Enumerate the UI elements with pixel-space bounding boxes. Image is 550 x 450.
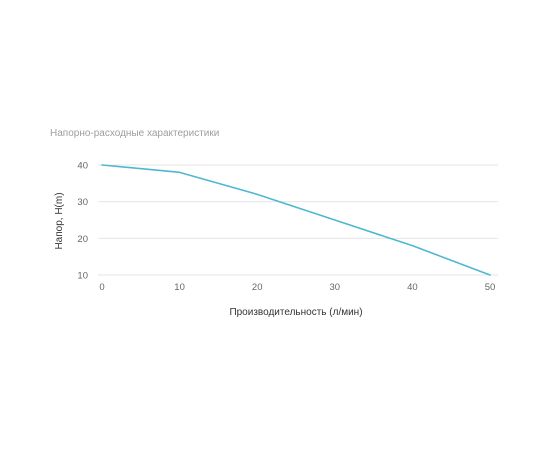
- y-tick-label: 40: [77, 161, 88, 172]
- y-tick-label: 10: [77, 271, 88, 282]
- series-line-0: [101, 164, 491, 276]
- x-tick-label: 0: [99, 282, 104, 293]
- y-axis-label: Напор, H(m): [54, 192, 65, 249]
- y-tick-label: 30: [77, 197, 88, 208]
- x-tick-label: 50: [485, 282, 496, 293]
- x-axis-label: Производительность (л/мин): [229, 307, 362, 318]
- x-tick-label: 10: [174, 282, 185, 293]
- series-layer: [101, 164, 491, 276]
- x-tick-labels: 0 10 20 30 40 50: [99, 282, 495, 293]
- chart-title: Напорно-расходные характеристики: [50, 128, 220, 139]
- y-tick-label: 20: [77, 234, 88, 245]
- x-tick-label: 20: [252, 282, 263, 293]
- grid-lines: [98, 164, 498, 276]
- y-tick-labels: 10 20 30 40: [77, 161, 88, 282]
- x-tick-label: 40: [407, 282, 418, 293]
- x-tick-label: 30: [330, 282, 341, 293]
